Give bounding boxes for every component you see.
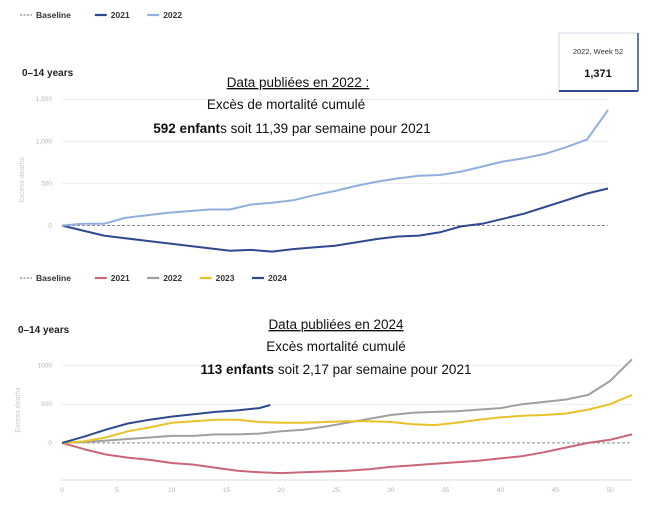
legend-item-baseline[interactable]: Baseline — [20, 10, 71, 20]
series-line-2021 — [61, 433, 633, 475]
x-tick-label: 30 — [387, 487, 395, 494]
y-tick-label: 1000 — [38, 362, 53, 369]
series-line-2022 — [61, 109, 609, 227]
annotation-line2-bottom: 113 enfants soit 2,17 par semaine pour 2… — [201, 362, 472, 377]
grid-bottom — [62, 364, 632, 481]
x-tick-label: 40 — [497, 487, 505, 494]
annotation-line1-top: Excès de mortalité cumulé — [207, 97, 365, 112]
x-tick-label: 50 — [606, 487, 614, 494]
y-tick-label: 0 — [48, 440, 52, 447]
legend-item-2023[interactable]: 2023 — [199, 273, 235, 283]
panel-label-top: 0–14 years — [22, 68, 74, 79]
legend-item-2022[interactable]: 2022 — [147, 10, 182, 20]
legend-item-2022[interactable]: 2022 — [147, 273, 182, 283]
legend-item-2021[interactable]: 2021 — [94, 273, 130, 283]
y-axis-label-bottom: Excess deaths — [15, 387, 22, 433]
annotation-bold-top: 592 enfant — [153, 121, 220, 136]
legend-label-2021: 2021 — [111, 10, 130, 20]
y-tick-label: 500 — [41, 401, 52, 408]
grid-top — [62, 98, 608, 184]
legend-label-2023: 2023 — [216, 273, 235, 283]
annotation-title-top: Data publiées en 2022 : — [227, 75, 370, 90]
annotation-line1-bottom: Excès mortalité cumulé — [266, 339, 406, 354]
legend-bottom: Baseline 2021 2022 2023 2024 — [20, 273, 287, 283]
legend-label-2022: 2022 — [163, 10, 182, 20]
legend-item-baseline[interactable]: Baseline — [20, 273, 71, 283]
chart-panel-2022: Baseline 2021 2022 0–14 years Excess death… — [19, 10, 639, 253]
x-tick-label: 35 — [442, 487, 450, 494]
x-tick-label: 25 — [332, 487, 340, 494]
y-tick-label: 1,500 — [36, 96, 53, 103]
annotation-line2-top: 592 enfants soit 11,39 par semaine pour … — [153, 121, 430, 136]
legend-label-baseline: Baseline — [36, 10, 71, 20]
y-tick-label: 500 — [41, 180, 52, 187]
legend-label-baseline: Baseline — [36, 273, 71, 283]
x-tick-label: 15 — [223, 487, 231, 494]
legend-label-2022: 2022 — [163, 273, 182, 283]
x-tick-label: 0 — [60, 487, 64, 494]
legend-item-2021[interactable]: 2021 — [94, 10, 130, 20]
series-line-2024 — [61, 404, 271, 444]
x-tick-label: 10 — [168, 487, 176, 494]
tooltip-label: 2022, Week 52 — [573, 47, 623, 56]
legend-item-2024[interactable]: 2024 — [252, 273, 287, 283]
x-tick-label: 20 — [278, 487, 286, 494]
annotation-rest-bottom: soit 2,17 par semaine pour 2021 — [274, 362, 471, 377]
x-tick-label: 45 — [552, 487, 560, 494]
chart-panel-2024: Baseline 2021 2022 2023 2024 0–14 years Exce… — [15, 273, 633, 494]
panel-label-bottom: 0–14 years — [18, 325, 70, 336]
series-line-2021 — [61, 187, 609, 253]
tooltip-box: 2022, Week 52 1,371 — [558, 32, 639, 92]
annotation-title-bottom: Data publiées en 2024 — [268, 317, 404, 332]
series-line-2022 — [61, 358, 633, 444]
x-tick-label: 5 — [115, 487, 119, 494]
legend-top: Baseline 2021 2022 — [20, 10, 182, 20]
legend-label-2024: 2024 — [268, 273, 287, 283]
y-ticks-top: 0 500 1,000 1,500 — [36, 96, 53, 229]
annotation-rest-top: s soit 11,39 par semaine pour 2021 — [220, 121, 431, 136]
y-tick-label: 1,000 — [36, 138, 53, 145]
annotation-bold-bottom: 113 enfants — [201, 362, 275, 377]
series-top — [61, 109, 609, 253]
series-bottom — [61, 358, 633, 475]
y-tick-label: 0 — [48, 223, 52, 230]
legend-label-2021: 2021 — [111, 273, 130, 283]
tooltip-value: 1,371 — [584, 68, 612, 80]
series-line-2023 — [61, 393, 633, 444]
y-ticks-bottom: 0 500 1000 — [38, 362, 53, 446]
x-ticks-bottom: 0 5 10 15 20 25 30 35 40 45 50 — [60, 487, 614, 494]
y-axis-label-top: Excess deaths — [19, 157, 26, 203]
